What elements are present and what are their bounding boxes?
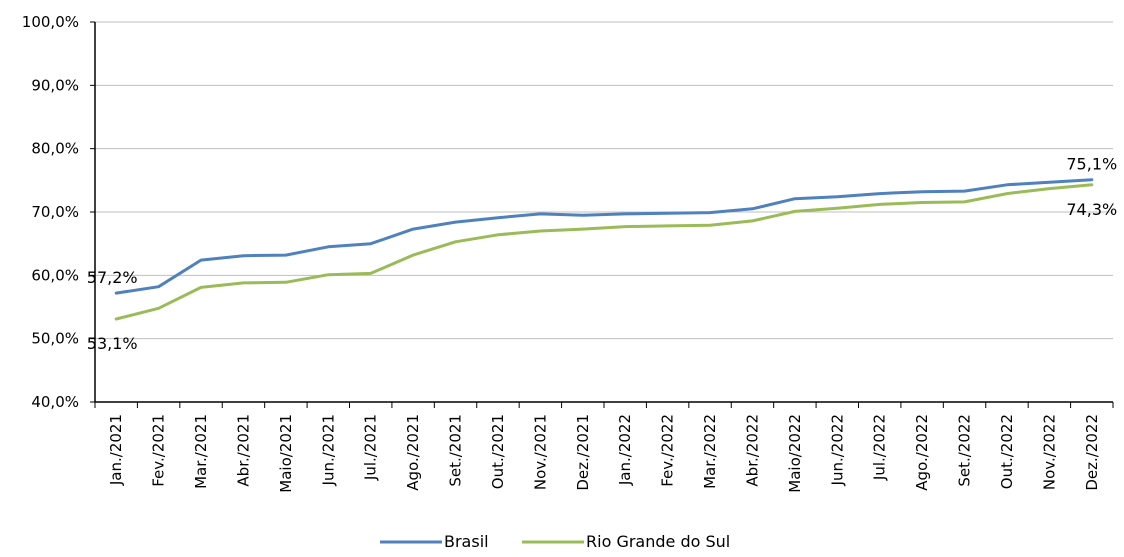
- x-tick-label: Abr./2021: [234, 414, 252, 487]
- x-tick-label: Ago./2021: [404, 414, 422, 491]
- x-tick-label: Out./2022: [998, 414, 1016, 489]
- x-tick-label: Dez./2021: [574, 414, 592, 491]
- series-lines: [114, 178, 1094, 321]
- y-tick-label: 80,0%: [31, 140, 79, 158]
- x-tick-label: Set./2021: [447, 414, 465, 487]
- data-label: 53,1%: [87, 334, 138, 353]
- legend-label: Brasil: [444, 532, 489, 551]
- y-tick-label: 90,0%: [31, 76, 79, 94]
- y-axis-tick-labels: 40,0% 50,0% 60,0% 70,0% 80,0% 90,0% 100,0%: [22, 13, 79, 411]
- x-tick-label: Dez./2022: [1083, 414, 1101, 491]
- x-axis: [90, 21, 1114, 408]
- x-tick-label: Set./2022: [956, 414, 974, 487]
- x-tick-label: Jul./2022: [871, 414, 889, 481]
- x-tick-label: Jun./2021: [319, 414, 337, 486]
- x-tick-label: Maio/2022: [786, 414, 804, 493]
- x-tick-label: Nov./2021: [531, 414, 549, 490]
- x-tick-label: Jun./2022: [828, 414, 846, 486]
- series-line-brasil: [114, 178, 1094, 295]
- data-labels: 57,2% 53,1% 75,1% 74,3%: [87, 155, 1117, 353]
- x-tick-label: Ago./2022: [913, 414, 931, 491]
- x-axis-tick-labels: Jan./2021 Fev./2021 Mar./2021 Abr./2021 Maio…: [107, 414, 1101, 493]
- x-tick-label: Out./2021: [489, 414, 507, 489]
- x-tick-label: Jul./2021: [362, 414, 380, 481]
- y-tick-label: 70,0%: [31, 203, 79, 221]
- legend: Brasil Rio Grande do Sul: [380, 532, 730, 551]
- x-tick-label: Mar./2022: [701, 414, 719, 489]
- y-tick-label: 50,0%: [31, 330, 79, 348]
- data-label: 74,3%: [1066, 200, 1117, 219]
- x-tick-label: Mar./2021: [192, 414, 210, 489]
- y-tick-label: 100,0%: [22, 13, 79, 31]
- y-tick-label: 60,0%: [31, 266, 79, 284]
- legend-label: Rio Grande do Sul: [586, 532, 730, 551]
- x-tick-label: Maio/2021: [277, 414, 295, 493]
- series-line-rio-grande-do-sul: [114, 183, 1094, 321]
- x-tick-label: Jan./2021: [107, 414, 125, 486]
- x-tick-label: Jan./2022: [616, 414, 634, 486]
- x-tick-label: Nov./2022: [1040, 414, 1058, 490]
- data-label: 75,1%: [1066, 155, 1117, 174]
- x-tick-label: Abr./2022: [743, 414, 761, 487]
- gridlines: [95, 21, 1113, 340]
- data-label: 57,2%: [87, 268, 138, 287]
- x-tick-label: Fev./2022: [659, 414, 677, 487]
- y-tick-label: 40,0%: [31, 393, 79, 411]
- x-tick-label: Fev./2021: [150, 414, 168, 487]
